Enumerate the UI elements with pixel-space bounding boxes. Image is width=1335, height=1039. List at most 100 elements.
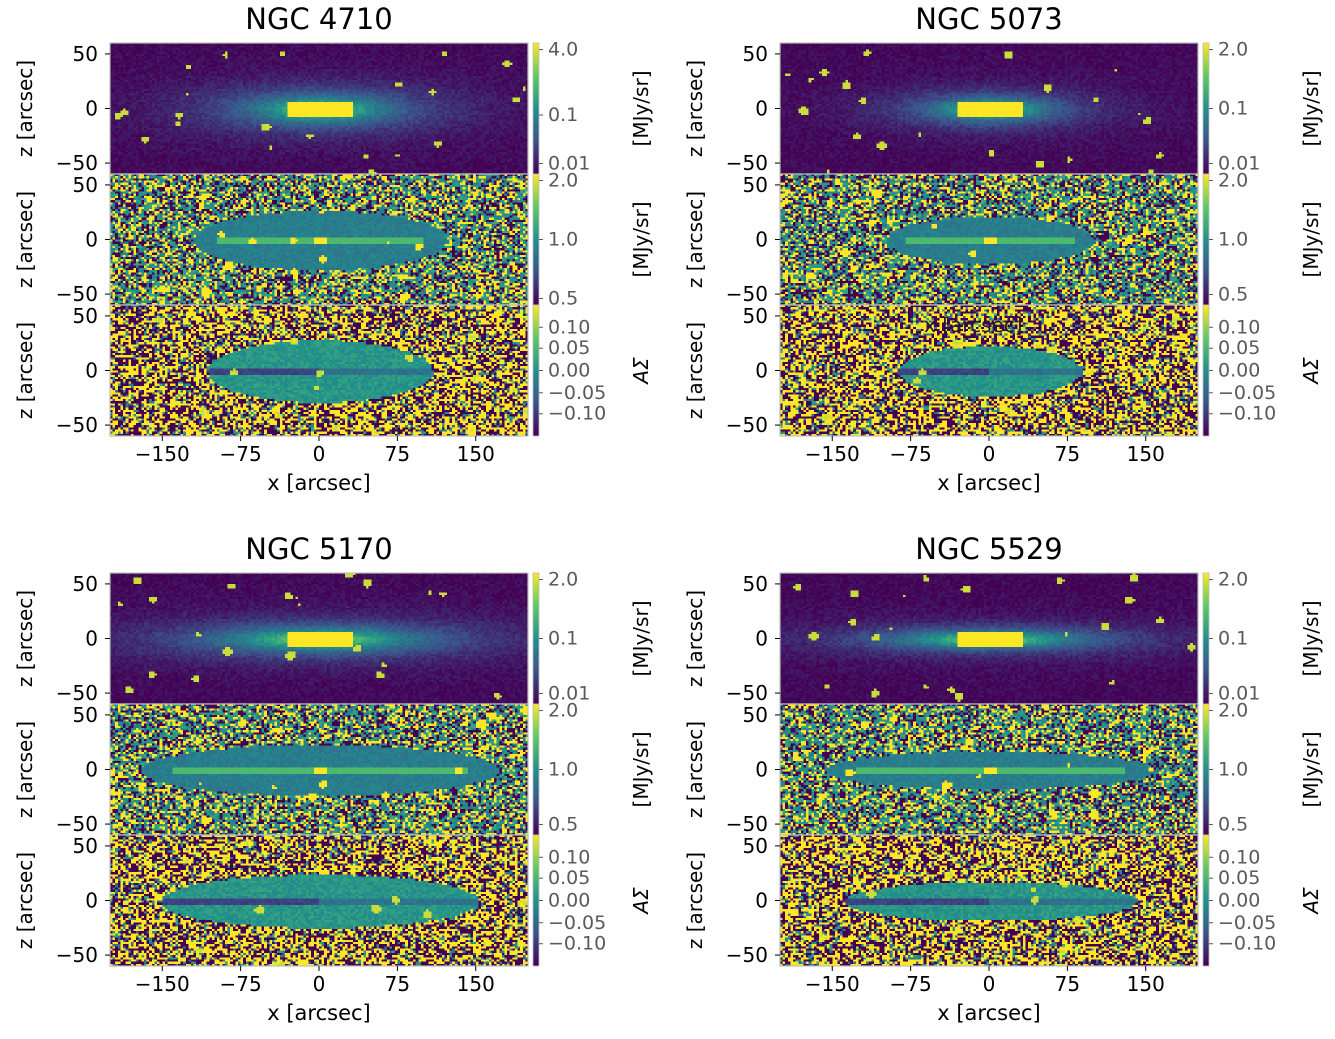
y-tick-label: −50 xyxy=(726,812,768,836)
y-tick-label: −50 xyxy=(726,413,768,437)
colorbar-tick-label: 2.0 xyxy=(1218,700,1248,722)
colorbar-label: AΣ xyxy=(1299,887,1323,916)
colorbar-tick-label: 0.10 xyxy=(548,846,590,868)
colorbar-tick-label: 0.5 xyxy=(548,287,578,309)
panel-title: NGC 5073 xyxy=(915,2,1062,36)
subplot-row-2: 50 0 −50 z [arcsec] 2.0 1.0 0.5 [MJy/sr] xyxy=(683,700,1323,837)
y-tick-label: −50 xyxy=(726,282,768,306)
heatmap-asymmetry xyxy=(110,305,528,436)
heatmap-asymmetry xyxy=(780,835,1198,966)
y-axis-label: z [arcsec] xyxy=(13,590,37,687)
x-tick-label: 0 xyxy=(313,972,326,996)
x-axis-label: x [arcsec] xyxy=(267,471,370,495)
y-axis-label: z [arcsec] xyxy=(683,60,707,157)
y-tick-label: 50 xyxy=(73,42,98,66)
y-tick-label: −50 xyxy=(56,413,98,437)
y-axis-label: z [arcsec] xyxy=(13,721,37,818)
x-axis-label: x [arcsec] xyxy=(937,471,1040,495)
colorbar-label: AΣ xyxy=(1299,357,1323,386)
y-tick-label: −50 xyxy=(726,681,768,705)
x-tick-label: 150 xyxy=(457,972,495,996)
colorbar-tick-label: 0.5 xyxy=(1218,284,1248,306)
heatmap-surface_brightness xyxy=(780,573,1198,704)
colorbar-tick-label: 2.0 xyxy=(548,170,578,192)
subplot-row-2: 50 0 −50 z [arcsec] 2.0 1.0 0.5 [MJy/sr] xyxy=(683,170,1323,307)
colorbar xyxy=(532,173,540,306)
y-tick-label: 0 xyxy=(755,889,768,913)
panel-title: NGC 5170 xyxy=(245,532,392,566)
colorbar-tick-label: 0.01 xyxy=(1218,153,1260,175)
x-tick-label: −75 xyxy=(890,972,932,996)
x-tick-label: 75 xyxy=(1055,442,1080,466)
y-tick-label: −50 xyxy=(56,151,98,175)
colorbar-tick-label: −0.10 xyxy=(548,403,606,425)
x-tick-label: 150 xyxy=(1127,442,1165,466)
panel-title: NGC 4710 xyxy=(245,2,392,36)
colorbar xyxy=(1202,834,1210,967)
colorbar xyxy=(1202,173,1210,306)
colorbar-tick-label: 2.0 xyxy=(548,700,578,722)
colorbar-tick-label: 0.05 xyxy=(1218,337,1260,359)
colorbar-label: [MJy/sr] xyxy=(1299,71,1323,147)
colorbar-tick-label: −0.05 xyxy=(548,912,606,934)
x-tick-label: 75 xyxy=(385,442,410,466)
y-tick-label: 0 xyxy=(85,758,98,782)
y-tick-label: 50 xyxy=(73,173,98,197)
x-tick-label: 0 xyxy=(313,442,326,466)
y-tick-label: 50 xyxy=(743,572,768,596)
y-tick-label: 0 xyxy=(85,627,98,651)
colorbar-tick-label: 2.0 xyxy=(1218,170,1248,192)
y-tick-label: 0 xyxy=(85,889,98,913)
colorbar-tick-label: 1.0 xyxy=(548,759,578,781)
y-axis-label: z [arcsec] xyxy=(13,191,37,288)
colorbar-label: [MJy/sr] xyxy=(629,202,653,278)
x-tick-label: −150 xyxy=(805,972,860,996)
y-tick-label: 0 xyxy=(85,97,98,121)
y-tick-label: 50 xyxy=(743,42,768,66)
y-tick-label: −50 xyxy=(726,151,768,175)
panel-title: NGC 5529 xyxy=(915,532,1062,566)
colorbar xyxy=(1202,572,1210,705)
x-tick-label: 150 xyxy=(1127,972,1165,996)
subplot-row-3: 50 0 −50 z [arcsec] 0.100.050.00−0.05−0.10 AΣ xyxy=(13,304,653,437)
y-tick-label: 50 xyxy=(743,173,768,197)
colorbar-label: [MJy/sr] xyxy=(1299,601,1323,677)
y-axis-label: z [arcsec] xyxy=(13,322,37,419)
colorbar-tick-label: 0.10 xyxy=(1218,846,1260,868)
colorbar-tick-label: 0.00 xyxy=(1218,360,1260,382)
colorbar-tick-label: 2.0 xyxy=(1218,569,1248,591)
y-tick-label: 50 xyxy=(743,304,768,328)
y-axis-label: z [arcsec] xyxy=(683,322,707,419)
chart-panel-2: NGC 5073 50 0 −50 z [arcsec] 2.0 0.1 0.01 [MJy/s… xyxy=(683,2,1323,495)
y-tick-label: 0 xyxy=(85,359,98,383)
colorbar-label: [MJy/sr] xyxy=(629,732,653,808)
y-tick-label: 0 xyxy=(755,228,768,252)
colorbar-tick-label: 1.0 xyxy=(548,229,578,251)
y-axis-label: z [arcsec] xyxy=(683,590,707,687)
heatmap-surface_brightness xyxy=(780,43,1198,174)
y-tick-label: 0 xyxy=(755,359,768,383)
colorbar-tick-label: 0.5 xyxy=(548,814,578,836)
y-tick-label: −50 xyxy=(56,812,98,836)
x-tick-label: −75 xyxy=(220,972,262,996)
chart-panel-1: NGC 4710 50 0 −50 z [arcsec] 4.0 0.1 0.01 [MJy/s… xyxy=(13,2,653,495)
colorbar-tick-label: 0.1 xyxy=(1218,98,1248,120)
colorbar-tick-label: 0.1 xyxy=(548,628,578,650)
colorbar-tick-label: 0.00 xyxy=(1218,890,1260,912)
y-tick-label: 50 xyxy=(743,703,768,727)
heatmap-surface_brightness xyxy=(110,573,528,704)
subplot-row-1: 50 0 −50 z [arcsec] 2.0 0.1 0.01 [MJy/sr] xyxy=(13,569,653,706)
y-tick-label: 0 xyxy=(755,97,768,121)
colorbar-label: AΣ xyxy=(629,357,653,386)
subplot-row-3: 50 0 −50 z [arcsec] 0.100.050.00−0.05−0.10 AΣ xyxy=(683,834,1323,967)
x-tick-label: 0 xyxy=(983,442,996,466)
colorbar-label: AΣ xyxy=(629,887,653,916)
x-tick-label: −150 xyxy=(135,972,190,996)
y-axis-label: z [arcsec] xyxy=(13,60,37,157)
heatmap-surface_brightness xyxy=(110,43,528,174)
x-tick-label: 75 xyxy=(1055,972,1080,996)
colorbar-tick-label: −0.05 xyxy=(1218,912,1276,934)
subplot-row-2: 50 0 −50 z [arcsec] 2.0 1.0 0.5 [MJy/sr] xyxy=(13,700,653,837)
y-axis-label: z [arcsec] xyxy=(683,721,707,818)
